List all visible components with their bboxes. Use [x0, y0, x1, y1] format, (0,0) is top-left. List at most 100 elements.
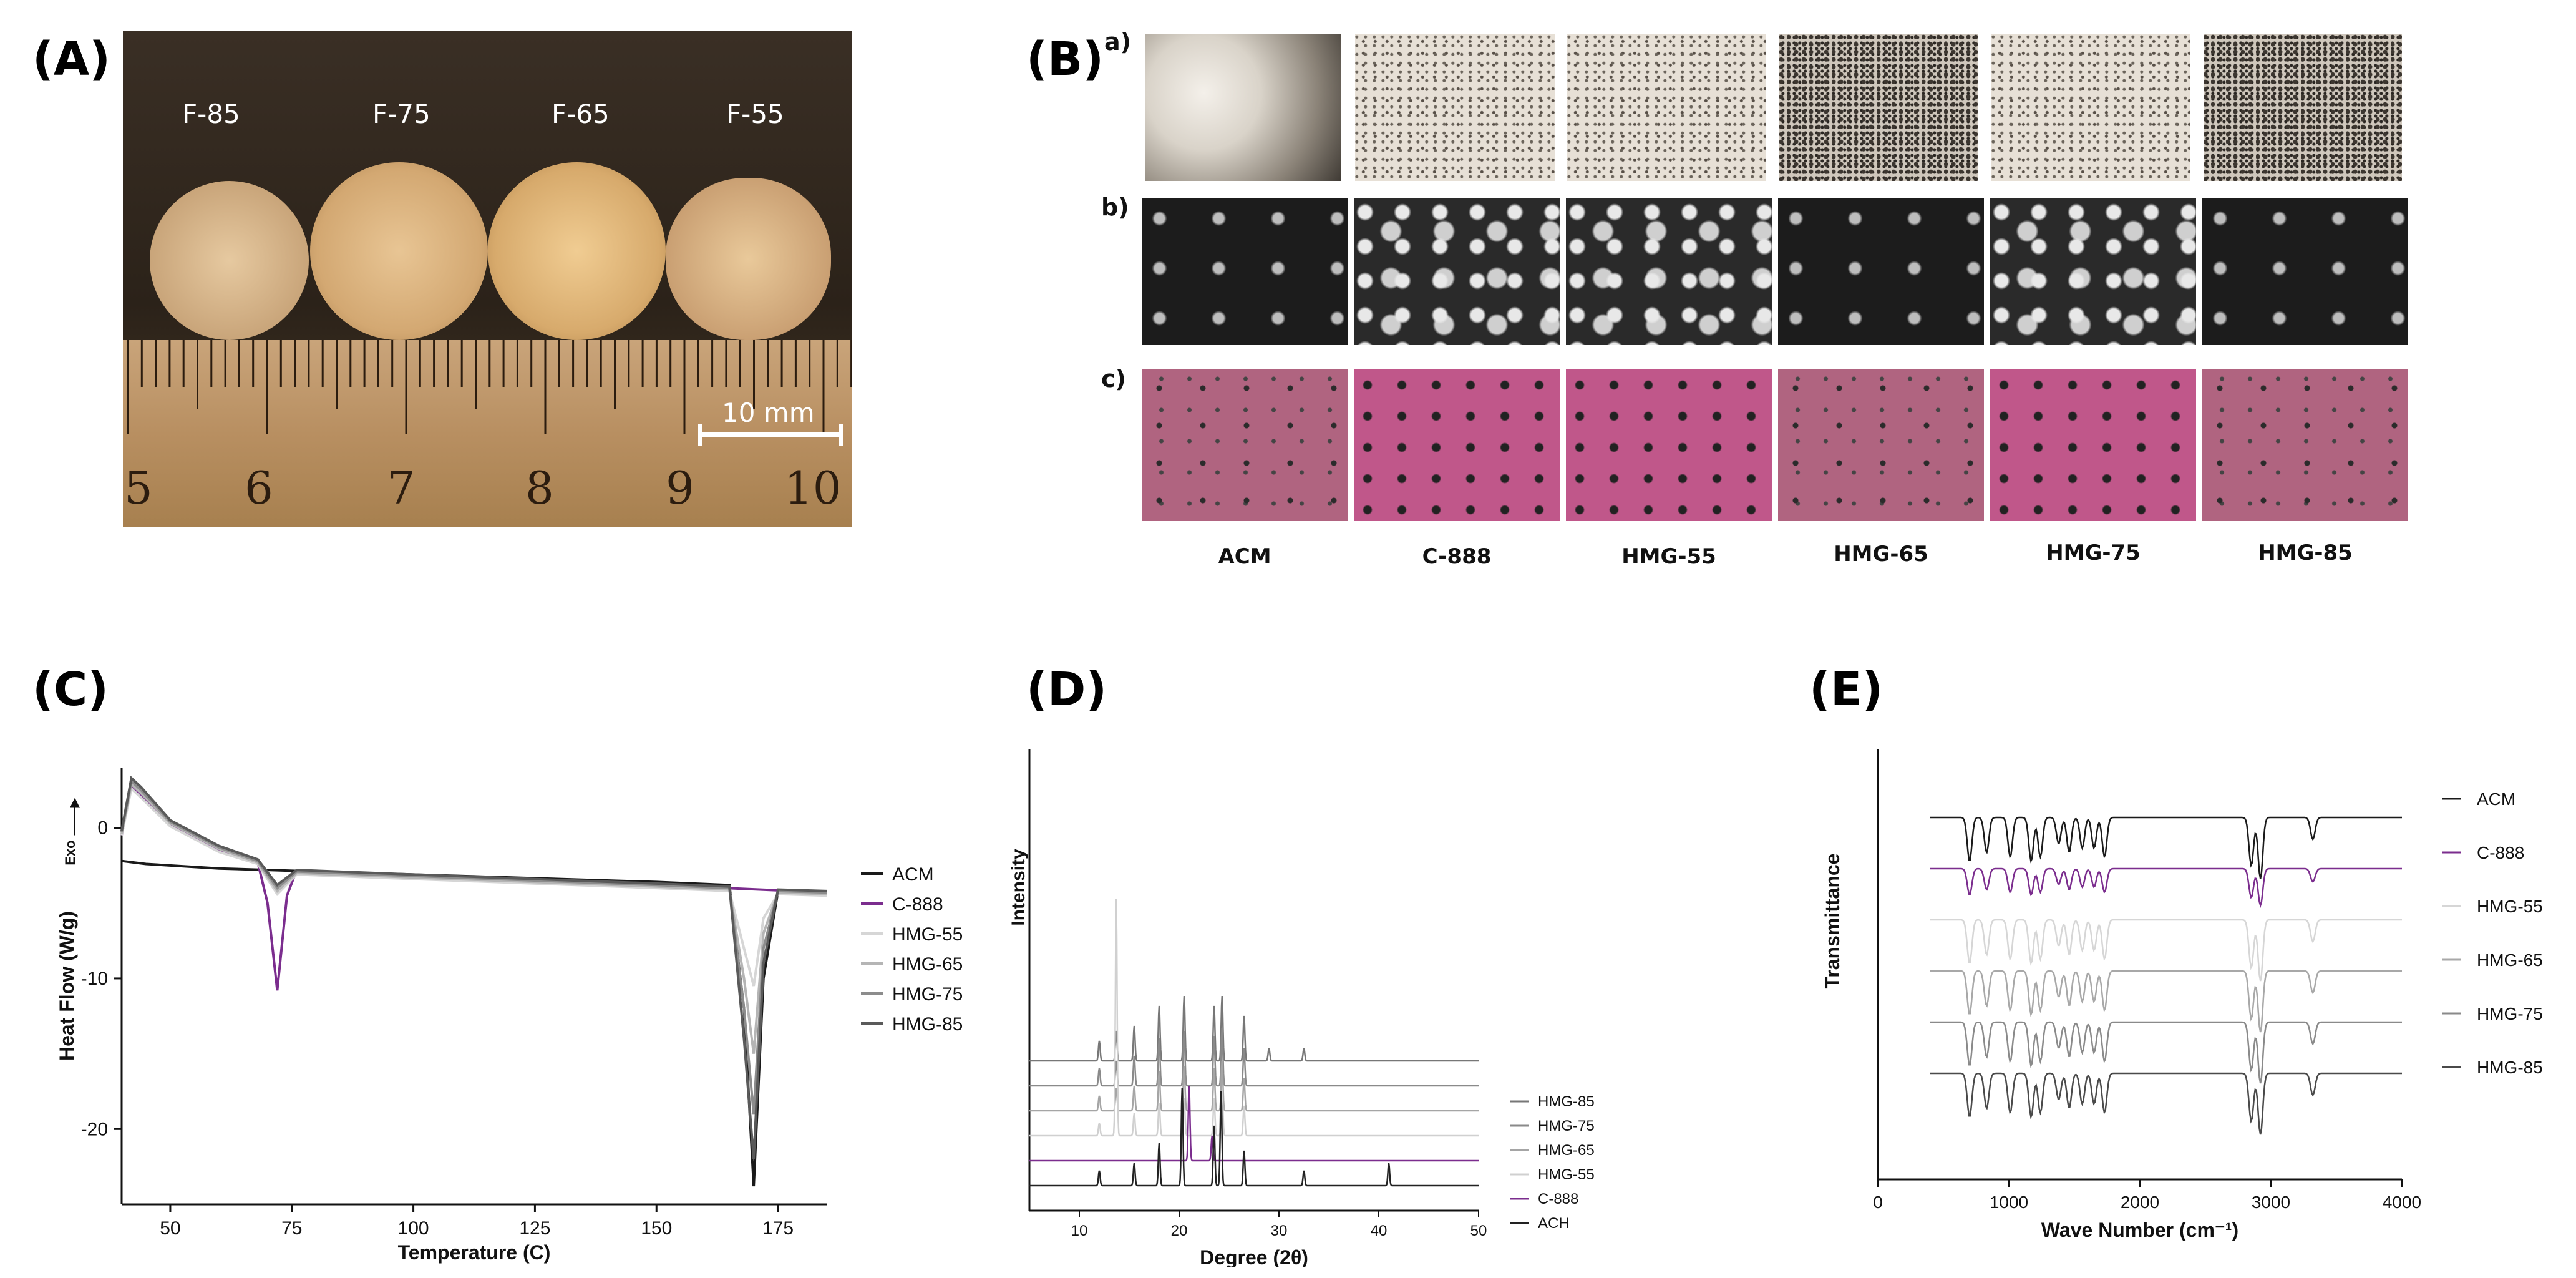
ftir-chart: 0 1000 2000 3000 4000 Wave Number (cm⁻¹) Trans…	[1821, 749, 2543, 1241]
x-tick-label: 75	[281, 1218, 302, 1239]
y-tick-label: -20	[81, 1119, 108, 1139]
series-line-c-888	[1930, 867, 2402, 909]
tablet-f55	[666, 178, 831, 340]
ruler-number: 5	[124, 462, 153, 514]
sem-acm	[1142, 198, 1348, 345]
series-line-hmg-75	[120, 778, 827, 1115]
ruler-number: 7	[387, 462, 416, 514]
scale-bar-label: 10 mm	[722, 398, 815, 428]
polarized-hmg85	[2202, 369, 2408, 521]
micrograph-acm	[1145, 34, 1341, 181]
row-label-c: c)	[1101, 365, 1126, 393]
x-tick-label: 150	[641, 1218, 672, 1239]
x-tick-label: 100	[398, 1218, 429, 1239]
legend-label: HMG-55	[892, 924, 963, 945]
x-tick-label: 10	[1071, 1222, 1088, 1239]
series-line-hmg-65	[1029, 1060, 1479, 1112]
polarized-hmg75	[1990, 369, 2196, 521]
y-tick-label: 0	[97, 818, 108, 839]
x-tick-label: 125	[519, 1218, 550, 1239]
series-line-hmg-75	[1029, 1028, 1479, 1087]
panel-e-label: (E)	[1809, 663, 1883, 716]
series-line-ach	[1029, 1088, 1479, 1187]
x-tick-label: 2000	[2121, 1193, 2159, 1212]
series-line-c-888	[1029, 1085, 1479, 1162]
sample-label-hmg75: HMG-75	[2046, 540, 2141, 565]
series-line-acm	[121, 859, 827, 1187]
tablet-photo: F-85 F-75 F-65 F-55 5 6 7 8 9 10 10 mm	[123, 31, 852, 527]
tablet-label: F-75	[372, 99, 430, 129]
micrograph-c888	[1355, 34, 1555, 181]
legend-label: HMG-85	[2477, 1058, 2543, 1077]
micrograph-hmg85	[2204, 34, 2402, 181]
series-line-hmg-75	[1930, 1021, 2402, 1084]
tablet-f75	[310, 162, 488, 340]
sem-hmg75	[1990, 198, 2196, 345]
legend-label: C-888	[892, 894, 943, 915]
exo-label: Exo	[62, 840, 78, 865]
series-line-hmg-65	[120, 781, 827, 1054]
micrograph-hmg65	[1779, 34, 1978, 181]
x-axis-label: Wave Number (cm⁻¹)	[2041, 1219, 2238, 1241]
x-axis-label: Temperature (C)	[398, 1241, 551, 1264]
x-tick-label: 0	[1873, 1193, 1883, 1212]
legend-label: HMG-65	[2477, 950, 2543, 970]
sample-label-c888: C-888	[1422, 544, 1492, 569]
legend-label: ACM	[2477, 789, 2515, 809]
tablet-f85	[150, 181, 309, 340]
xrd-chart: 10 20 30 40 50 Degree (2θ) Intensity HMG-85 HMG-…	[1011, 749, 1595, 1267]
panel-d-label: (D)	[1026, 663, 1107, 716]
legend-label: HMG-85	[892, 1014, 963, 1035]
ruler: 5 6 7 8 9 10 10 mm	[123, 340, 852, 527]
sem-hmg55	[1566, 198, 1772, 345]
sample-label-hmg85: HMG-85	[2258, 540, 2353, 565]
series-line-hmg-85	[120, 775, 827, 1159]
y-axis-label: Heat Flow (W/g)	[56, 911, 78, 1061]
x-axis-label: Degree (2θ)	[1200, 1246, 1308, 1267]
legend-label: HMG-65	[1538, 1142, 1595, 1159]
scale-bar	[698, 432, 843, 437]
ruler-number: 6	[245, 462, 273, 514]
x-tick-label: 30	[1271, 1222, 1288, 1239]
polarized-acm	[1142, 369, 1348, 521]
panel-b-label: (B)	[1026, 32, 1104, 86]
legend-label: HMG-55	[2477, 897, 2543, 916]
ruler-number: 9	[666, 462, 694, 514]
series-line-acm	[1930, 816, 2402, 879]
series-line-hmg-65	[1930, 970, 2402, 1033]
series-line-hmg-85	[1029, 995, 1479, 1062]
legend-label: HMG-65	[892, 954, 963, 975]
x-tick-label: 4000	[2383, 1193, 2421, 1212]
legend-label: HMG-75	[2477, 1004, 2543, 1023]
exo-arrowhead	[70, 798, 80, 808]
series-line-hmg-85	[1930, 1072, 2402, 1135]
y-tick-label: -10	[81, 968, 108, 989]
series-line-hmg-55	[1930, 919, 2402, 982]
polarized-hmg65	[1778, 369, 1984, 521]
tablet-label: F-65	[552, 99, 610, 129]
scale-bar-end-left	[698, 424, 702, 446]
x-tick-label: 20	[1171, 1222, 1188, 1239]
legend-label: HMG-75	[892, 984, 963, 1005]
legend-label: C-888	[2477, 843, 2524, 862]
row-label-a: a)	[1104, 28, 1132, 56]
y-axis-label: Intensity	[1011, 849, 1029, 926]
sample-label-hmg55: HMG-55	[1621, 544, 1716, 569]
micrograph-hmg55	[1567, 34, 1766, 181]
x-tick-label: 175	[762, 1218, 794, 1239]
tablet-label: F-55	[726, 99, 784, 129]
x-tick-label: 50	[160, 1218, 180, 1239]
sample-label-acm: ACM	[1218, 544, 1271, 569]
y-axis-label: Transmittance	[1821, 854, 1844, 989]
sem-hmg65	[1778, 198, 1984, 345]
x-tick-label: 1000	[1990, 1193, 2028, 1212]
scale-bar-end-right	[839, 424, 843, 446]
legend-label: HMG-55	[1538, 1166, 1595, 1183]
sem-hmg85	[2202, 198, 2408, 345]
panel-a-label: (A)	[32, 32, 110, 86]
tablet-f65	[488, 162, 666, 340]
ruler-number: 10	[784, 462, 842, 514]
x-tick-label: 50	[1470, 1222, 1487, 1239]
legend-label: ACM	[892, 864, 934, 885]
polarized-c888	[1354, 369, 1560, 521]
